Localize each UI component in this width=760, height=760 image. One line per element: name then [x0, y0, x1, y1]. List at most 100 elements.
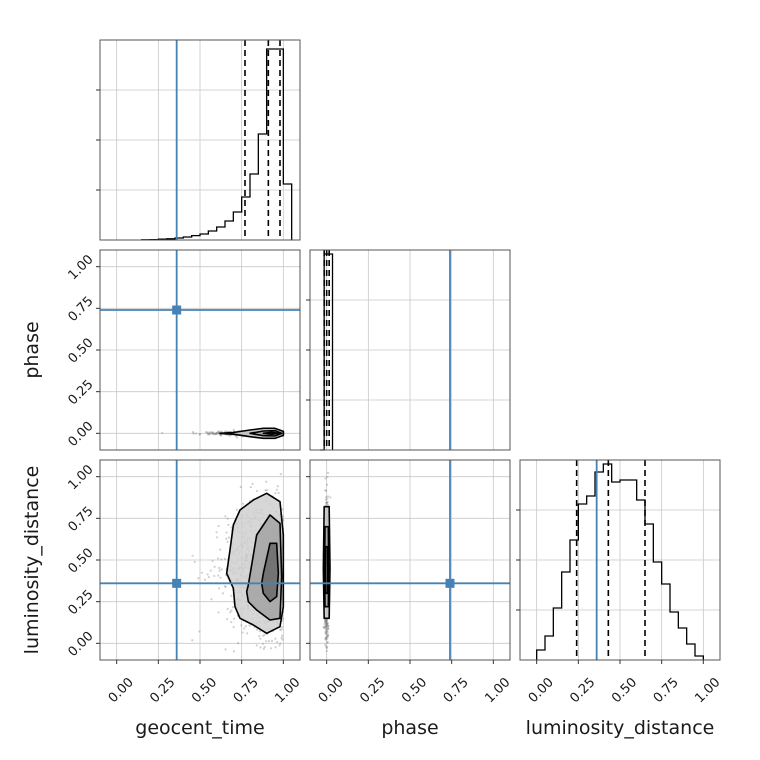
sample-point [325, 619, 329, 622]
sample-point [215, 536, 219, 539]
sample-point [205, 431, 209, 434]
sample-point [208, 432, 211, 435]
sample-point [276, 640, 279, 644]
sample-point [191, 639, 194, 642]
sample-point [206, 433, 210, 436]
sample-point [325, 622, 329, 625]
panel-hist-geocent-time [96, 39, 301, 241]
sample-point [326, 471, 330, 474]
sample-point [281, 515, 285, 518]
sample-point [324, 620, 327, 623]
truth-marker [172, 578, 182, 588]
sample-point [325, 624, 328, 627]
sample-point [280, 628, 283, 631]
sample-point [322, 626, 326, 629]
sample-point [280, 636, 283, 639]
sample-point [221, 592, 224, 595]
sample-point [324, 636, 328, 639]
sample-point [213, 574, 216, 578]
sample-point [224, 515, 227, 518]
sample-point [326, 495, 330, 498]
sample-point [214, 432, 217, 436]
sample-point [259, 646, 262, 649]
sample-point [208, 433, 211, 436]
sample-point [265, 489, 269, 492]
sample-point [324, 627, 327, 630]
sample-point [324, 638, 327, 641]
sample-point [325, 633, 329, 636]
x-tick-label: 0.25 [147, 675, 178, 706]
sample-point [325, 621, 328, 624]
sample-point [326, 645, 329, 648]
sample-point [258, 630, 261, 633]
sample-point [324, 637, 327, 640]
sample-point [279, 642, 282, 645]
histogram-step [536, 463, 704, 660]
sample-point [277, 491, 280, 494]
sample-point [230, 621, 233, 624]
sample-point [227, 536, 230, 539]
sample-point [258, 635, 261, 638]
sample-point [280, 626, 284, 629]
sample-point [219, 430, 222, 433]
sample-point [212, 432, 215, 436]
sample-point [326, 640, 329, 644]
sample-point [219, 434, 222, 437]
sample-point [259, 637, 262, 640]
sample-point [326, 623, 329, 627]
sample-point [325, 630, 329, 633]
sample-point [246, 632, 249, 635]
sample-point [192, 432, 195, 435]
contour-level-3 [260, 542, 280, 603]
sample-point [326, 634, 330, 637]
sample-point [326, 497, 329, 500]
sample-point [325, 489, 328, 492]
sample-point [262, 647, 265, 650]
sample-point [212, 432, 215, 435]
sample-point [217, 574, 220, 577]
sample-point [217, 557, 220, 560]
sample-point [210, 432, 213, 435]
sample-point [248, 624, 251, 627]
sample-point [325, 623, 328, 626]
sample-point [198, 432, 202, 436]
sample-point [327, 633, 330, 636]
sample-point [227, 523, 230, 527]
sample-point [325, 625, 328, 628]
sample-point [267, 640, 271, 643]
sample-point [326, 635, 329, 638]
sample-point [219, 548, 222, 551]
sample-point [255, 628, 259, 631]
sample-point [219, 576, 222, 579]
x-tick-label: 0.25 [567, 675, 598, 706]
y-tick-label: 0.75 [66, 294, 97, 325]
panel-hist-luminosity-distance: 0.00 0.25 0.50 0.75 1.00 [516, 459, 723, 706]
truth-marker [445, 578, 455, 588]
sample-point [325, 624, 328, 628]
sample-point [281, 634, 284, 637]
sample-point [261, 642, 265, 645]
x-tick-label: 0.00 [106, 675, 137, 706]
sample-point [324, 477, 327, 480]
sample-point [211, 559, 214, 563]
sample-point [226, 517, 229, 520]
sample-point [213, 433, 216, 436]
sample-point [233, 617, 236, 620]
sample-point [327, 624, 330, 627]
sample-point [279, 472, 282, 476]
sample-point [269, 647, 273, 650]
sample-point [197, 577, 200, 580]
sample-point [193, 560, 196, 564]
sample-point [326, 475, 329, 479]
sample-point [217, 524, 220, 528]
sample-point [213, 565, 216, 568]
sample-point [326, 622, 329, 625]
sample-point [230, 609, 233, 612]
sample-point [203, 578, 207, 581]
sample-point [225, 531, 228, 534]
sample-point [326, 641, 329, 644]
sample-point [264, 489, 267, 492]
sample-point [215, 432, 218, 435]
sample-point [198, 630, 201, 633]
sample-point [265, 480, 268, 483]
